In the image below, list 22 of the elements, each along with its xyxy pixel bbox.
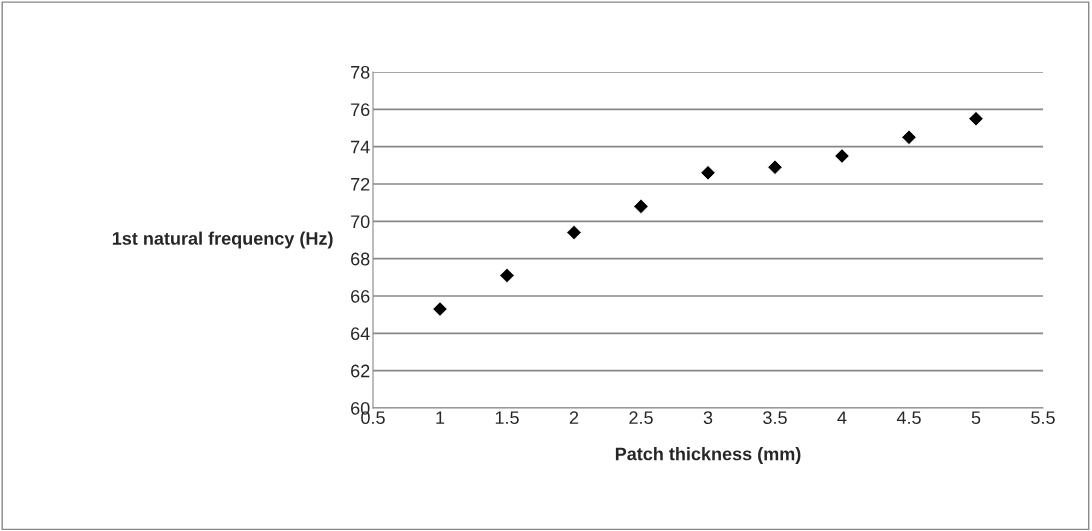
y-tick-label: 62 [351,364,370,378]
x-tick-label: 5 [971,411,981,425]
x-tick-label: 3 [703,411,713,425]
x-tick-label: 2 [569,411,579,424]
x-axis-title: Patch thickness (mm) [615,447,801,464]
y-tick-label: 72 [351,177,370,191]
x-tick-label: 4 [837,411,847,424]
y-tick-label: 64 [351,327,370,341]
x-tick-label: 3.5 [763,411,787,425]
x-tick-label: 5.5 [1031,411,1055,425]
x-tick-label: 1 [436,411,445,424]
y-tick-label: 68 [351,252,370,266]
y-tick-label: 76 [351,103,370,117]
y-tick-label: 70 [351,215,370,229]
point [432,301,448,317]
y-axis-title: 1st natural frequency (Hz) [112,231,333,249]
y-tick-label: 74 [351,140,370,154]
x-tick-label: 2.5 [629,411,653,425]
y-tick-label: 78 [351,65,370,79]
y-tick-label: 66 [351,289,370,303]
x-tick-label: 1.5 [495,411,519,425]
x-tick-label: 4.5 [896,411,921,425]
